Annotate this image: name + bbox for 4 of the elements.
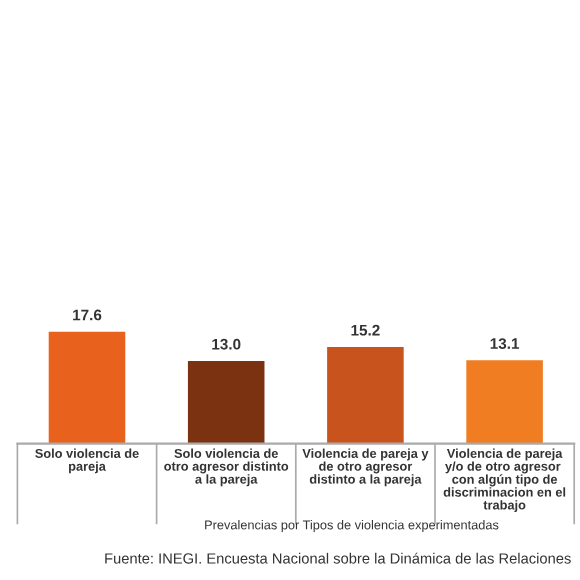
bar: [327, 346, 404, 444]
bar: [48, 331, 126, 444]
bar: [187, 360, 265, 444]
bar: [466, 360, 543, 444]
